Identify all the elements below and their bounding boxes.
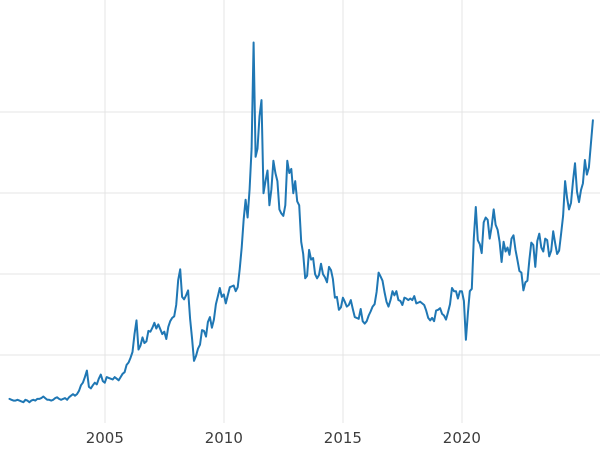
x-axis-labels: 2005 2010 2015 2020 — [86, 429, 481, 447]
x-tick-label: 2005 — [86, 429, 124, 447]
gridlines-group — [0, 0, 600, 423]
x-tick-label: 2020 — [443, 429, 481, 447]
x-tick-label: 2015 — [324, 429, 362, 447]
x-tick-label: 2010 — [205, 429, 243, 447]
price-line — [8, 41, 594, 404]
